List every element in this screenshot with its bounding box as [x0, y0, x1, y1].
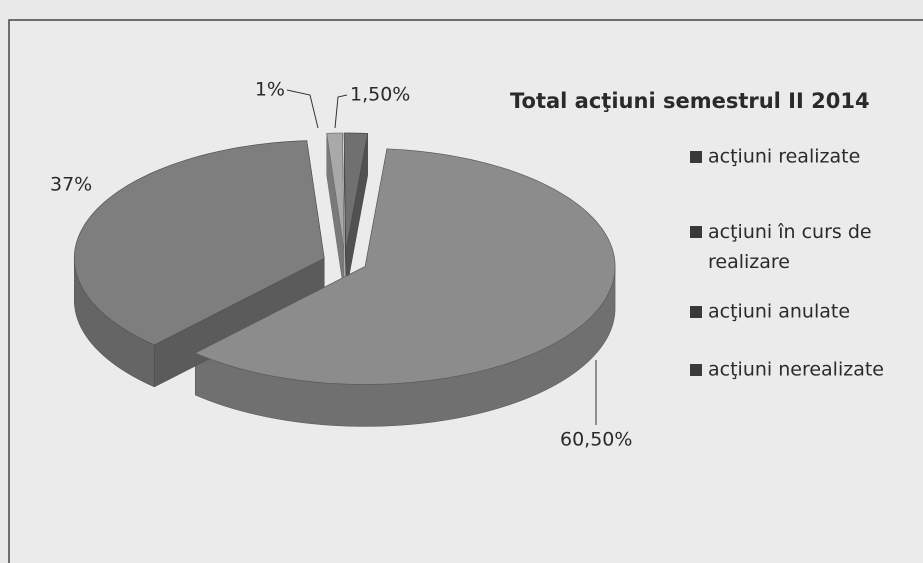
data-label: 37% [50, 174, 92, 196]
legend-marker [690, 226, 702, 238]
legend-label: acţiuni realizate [708, 146, 860, 168]
legend-label: acţiuni anulate [708, 301, 850, 323]
slice-tops [73, 132, 616, 385]
legend-marker [690, 306, 702, 318]
pie-slice [194, 148, 616, 385]
legend-label: acţiuni nerealizate [708, 359, 884, 381]
data-label: 1% [255, 79, 285, 101]
chart-title: Total acţiuni semestrul II 2014 [510, 89, 870, 113]
pie-slice [343, 132, 369, 252]
legend-label: acţiuni în curs de realizare [708, 221, 872, 273]
leader-line [286, 89, 319, 129]
leader-line [334, 94, 348, 129]
legend-line: acţiuni în curs de [708, 221, 872, 243]
legend-line: realizare [708, 251, 790, 273]
legend-marker [690, 151, 702, 163]
legend-marker [690, 364, 702, 376]
data-label: 60,50% [560, 429, 632, 451]
pie-slice [73, 140, 325, 346]
pie-slice [326, 132, 345, 252]
data-label: 1,50% [350, 84, 410, 106]
